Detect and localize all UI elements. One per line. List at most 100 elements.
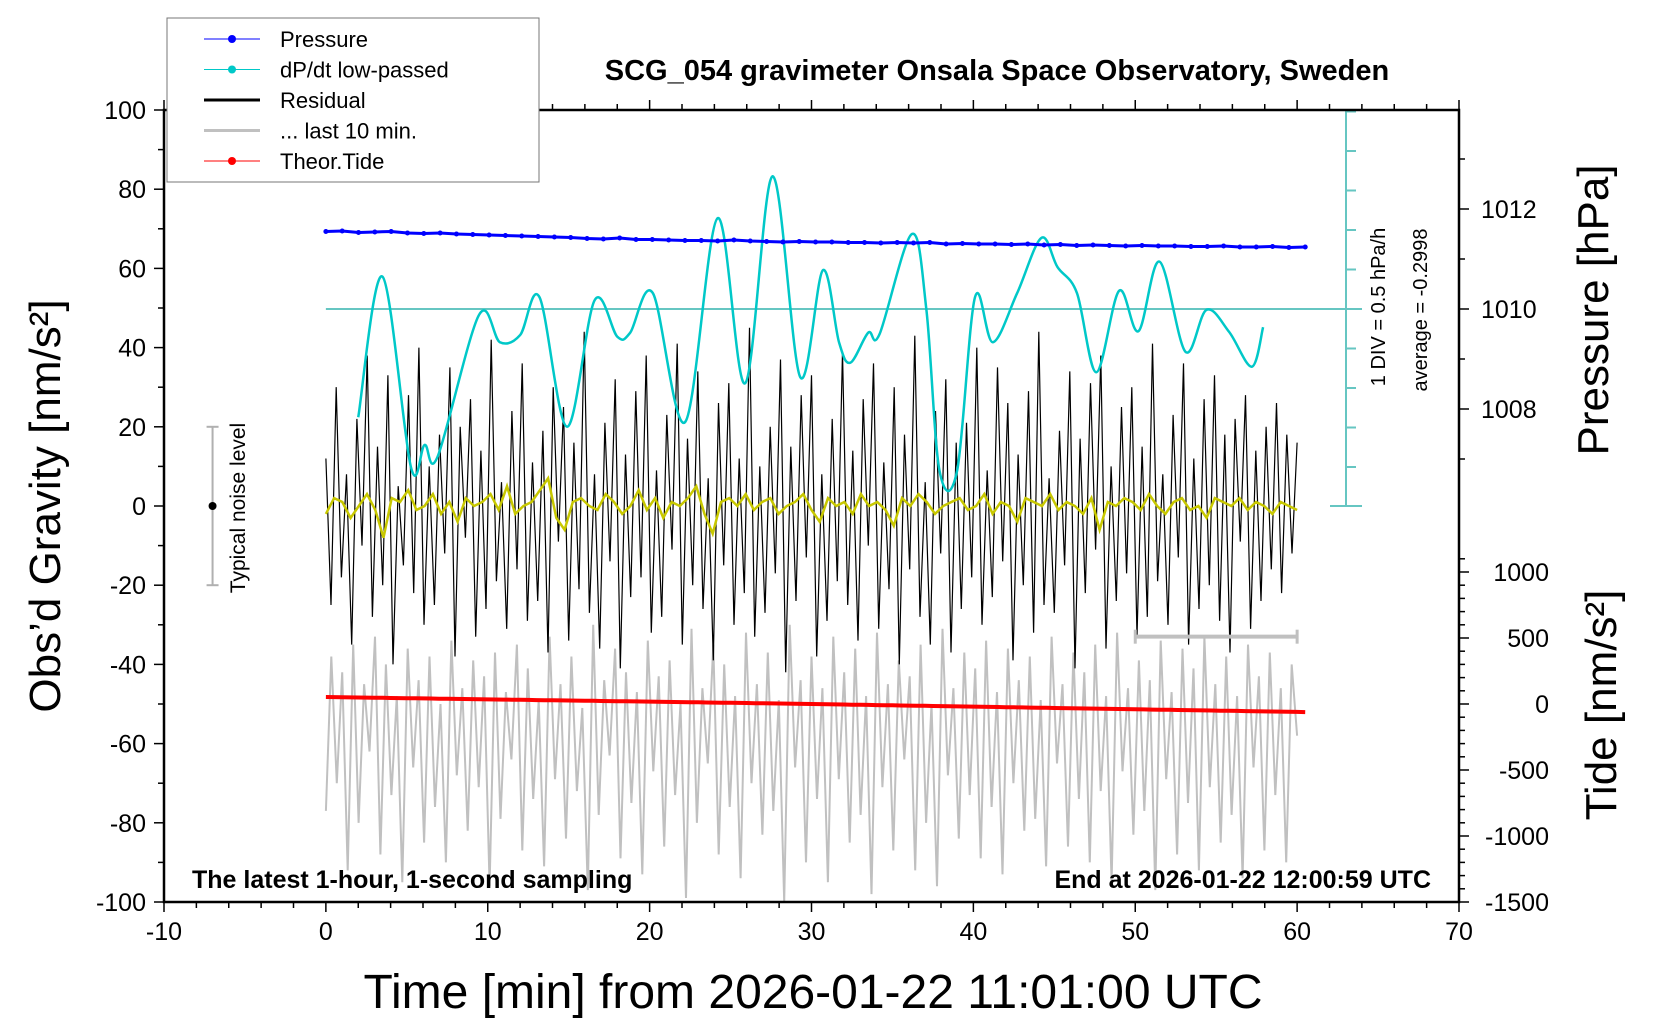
pressure-point xyxy=(1188,244,1194,249)
y-left-tick-label: 100 xyxy=(104,97,146,125)
legend-item: dP/dt low-passed xyxy=(204,58,449,83)
series-dpdt-low-passed xyxy=(357,175,1265,493)
pressure-point xyxy=(1139,243,1145,248)
pressure-point xyxy=(600,236,606,242)
tide-tick-label: -1500 xyxy=(1485,889,1549,917)
tide-tick-label: 1000 xyxy=(1493,559,1549,587)
pressure-point xyxy=(1302,244,1308,250)
x-axis-label: Time [min] from 2026-01-22 11:01:00 UTC xyxy=(363,966,1262,1019)
pressure-point xyxy=(649,237,655,242)
pressure-point xyxy=(845,240,851,245)
y-left-tick-label: -60 xyxy=(110,731,146,759)
pressure-point xyxy=(1155,243,1161,249)
pressure-point xyxy=(388,229,394,234)
pressure-point xyxy=(943,241,949,247)
pressure-point xyxy=(1008,242,1014,247)
tide-tick-label: -1000 xyxy=(1485,823,1549,851)
pressure-point xyxy=(356,230,362,235)
pressure-point xyxy=(764,239,770,244)
pressure-point xyxy=(976,241,982,247)
y-left-tick-label: -20 xyxy=(110,572,146,600)
legend-label: dP/dt low-passed xyxy=(280,58,449,83)
axes-layer: -10 0 10 20 30 40 50 60 70100806040200-20-40-60-… xyxy=(96,97,1549,946)
pressure-point xyxy=(796,239,802,244)
pressure-point xyxy=(470,232,476,237)
pressure-point xyxy=(551,234,557,240)
pressure-point xyxy=(1090,242,1096,248)
pressure-point xyxy=(715,238,721,244)
tide-tick-label: -500 xyxy=(1499,757,1549,785)
pressure-point xyxy=(1270,244,1276,249)
y-left-tick-label: 40 xyxy=(118,335,146,363)
tide-tick-label: 0 xyxy=(1535,691,1549,719)
legend-item: Residual xyxy=(204,88,366,113)
y-left-tick-label: 60 xyxy=(118,255,146,283)
pressure-point xyxy=(339,228,345,234)
legend-swatch-dot xyxy=(228,65,236,74)
legend-label: Residual xyxy=(280,88,366,113)
pressure-point xyxy=(502,233,508,238)
pressure-point xyxy=(633,237,639,242)
legend-label: Pressure xyxy=(280,27,368,52)
pressure-point xyxy=(927,240,933,245)
legend-swatch-dot xyxy=(228,157,236,165)
pressure-point xyxy=(1057,242,1063,247)
x-tick-label: 0 xyxy=(319,918,333,946)
y-left-tick-label: 20 xyxy=(118,414,146,442)
pressure-point xyxy=(519,233,525,239)
pressure-point xyxy=(453,231,459,237)
y-axis-pressure-label: Pressure [hPa] xyxy=(1569,164,1618,455)
pressure-point xyxy=(959,241,965,246)
x-tick-label: 20 xyxy=(636,918,664,946)
annotation-sampling: The latest 1-hour, 1-second sampling xyxy=(192,866,632,894)
pressure-point xyxy=(992,241,998,247)
legend-label: Theor.Tide xyxy=(280,149,384,174)
pressure-point xyxy=(568,235,574,240)
pressure-point xyxy=(535,234,541,239)
pressure-point xyxy=(698,238,704,243)
x-tick-label: 50 xyxy=(1121,918,1149,946)
pressure-point xyxy=(1025,241,1031,247)
pressure-point xyxy=(372,229,378,235)
y-left-tick-label: -100 xyxy=(96,889,146,917)
pressure-point xyxy=(486,232,492,238)
pressure-point xyxy=(731,237,737,243)
annotation-end-time: End at 2026-01-22 12:00:59 UTC xyxy=(1054,866,1431,894)
pressure-point xyxy=(862,240,868,245)
x-tick-label: 30 xyxy=(798,918,826,946)
y-left-tick-label: -40 xyxy=(110,651,146,679)
series-last-10-min xyxy=(324,624,1299,903)
y-left-tick-label: -80 xyxy=(110,810,146,838)
pressure-point xyxy=(437,230,443,236)
pressure-point xyxy=(829,239,835,245)
pressure-point xyxy=(1123,243,1129,249)
pressure-point xyxy=(878,240,884,246)
series-residual xyxy=(325,327,1298,673)
legend: Pressure dP/dt low-passed Residual ... last… xyxy=(166,17,540,183)
x-tick-label: 10 xyxy=(474,918,502,946)
x-tick-label: -10 xyxy=(146,918,182,946)
pressure-point xyxy=(1237,244,1243,250)
pressure-point xyxy=(323,229,329,234)
series-theor-tide xyxy=(325,695,1306,715)
noise-level-center-dot xyxy=(208,502,217,510)
y-axis-left-label-text: Obs’d Gravity [nm/s²] xyxy=(21,299,70,712)
legend-item: ... last 10 min. xyxy=(204,119,417,144)
pressure-point xyxy=(1106,243,1112,248)
legend-swatch-dot xyxy=(228,35,236,43)
pressure-point xyxy=(1041,242,1047,248)
pressure-tick-label: 1010 xyxy=(1481,296,1537,324)
tide-tick-label: 500 xyxy=(1507,625,1549,653)
legend-label: ... last 10 min. xyxy=(280,119,417,144)
series-layer xyxy=(206,109,1362,903)
y-axis-tide-label: Tide [nm/s²] xyxy=(1577,590,1626,821)
pressure-point xyxy=(584,236,590,241)
pressure-tick-label: 1008 xyxy=(1481,396,1537,424)
series-residual-smoothed xyxy=(324,475,1298,539)
pressure-point xyxy=(780,239,786,245)
chart-title: SCG_054 gravimeter Onsala Space Observat… xyxy=(605,55,1389,87)
pressure-point xyxy=(1221,243,1227,249)
legend-item: Theor.Tide xyxy=(204,149,384,174)
y-left-tick-label: 0 xyxy=(132,493,146,521)
